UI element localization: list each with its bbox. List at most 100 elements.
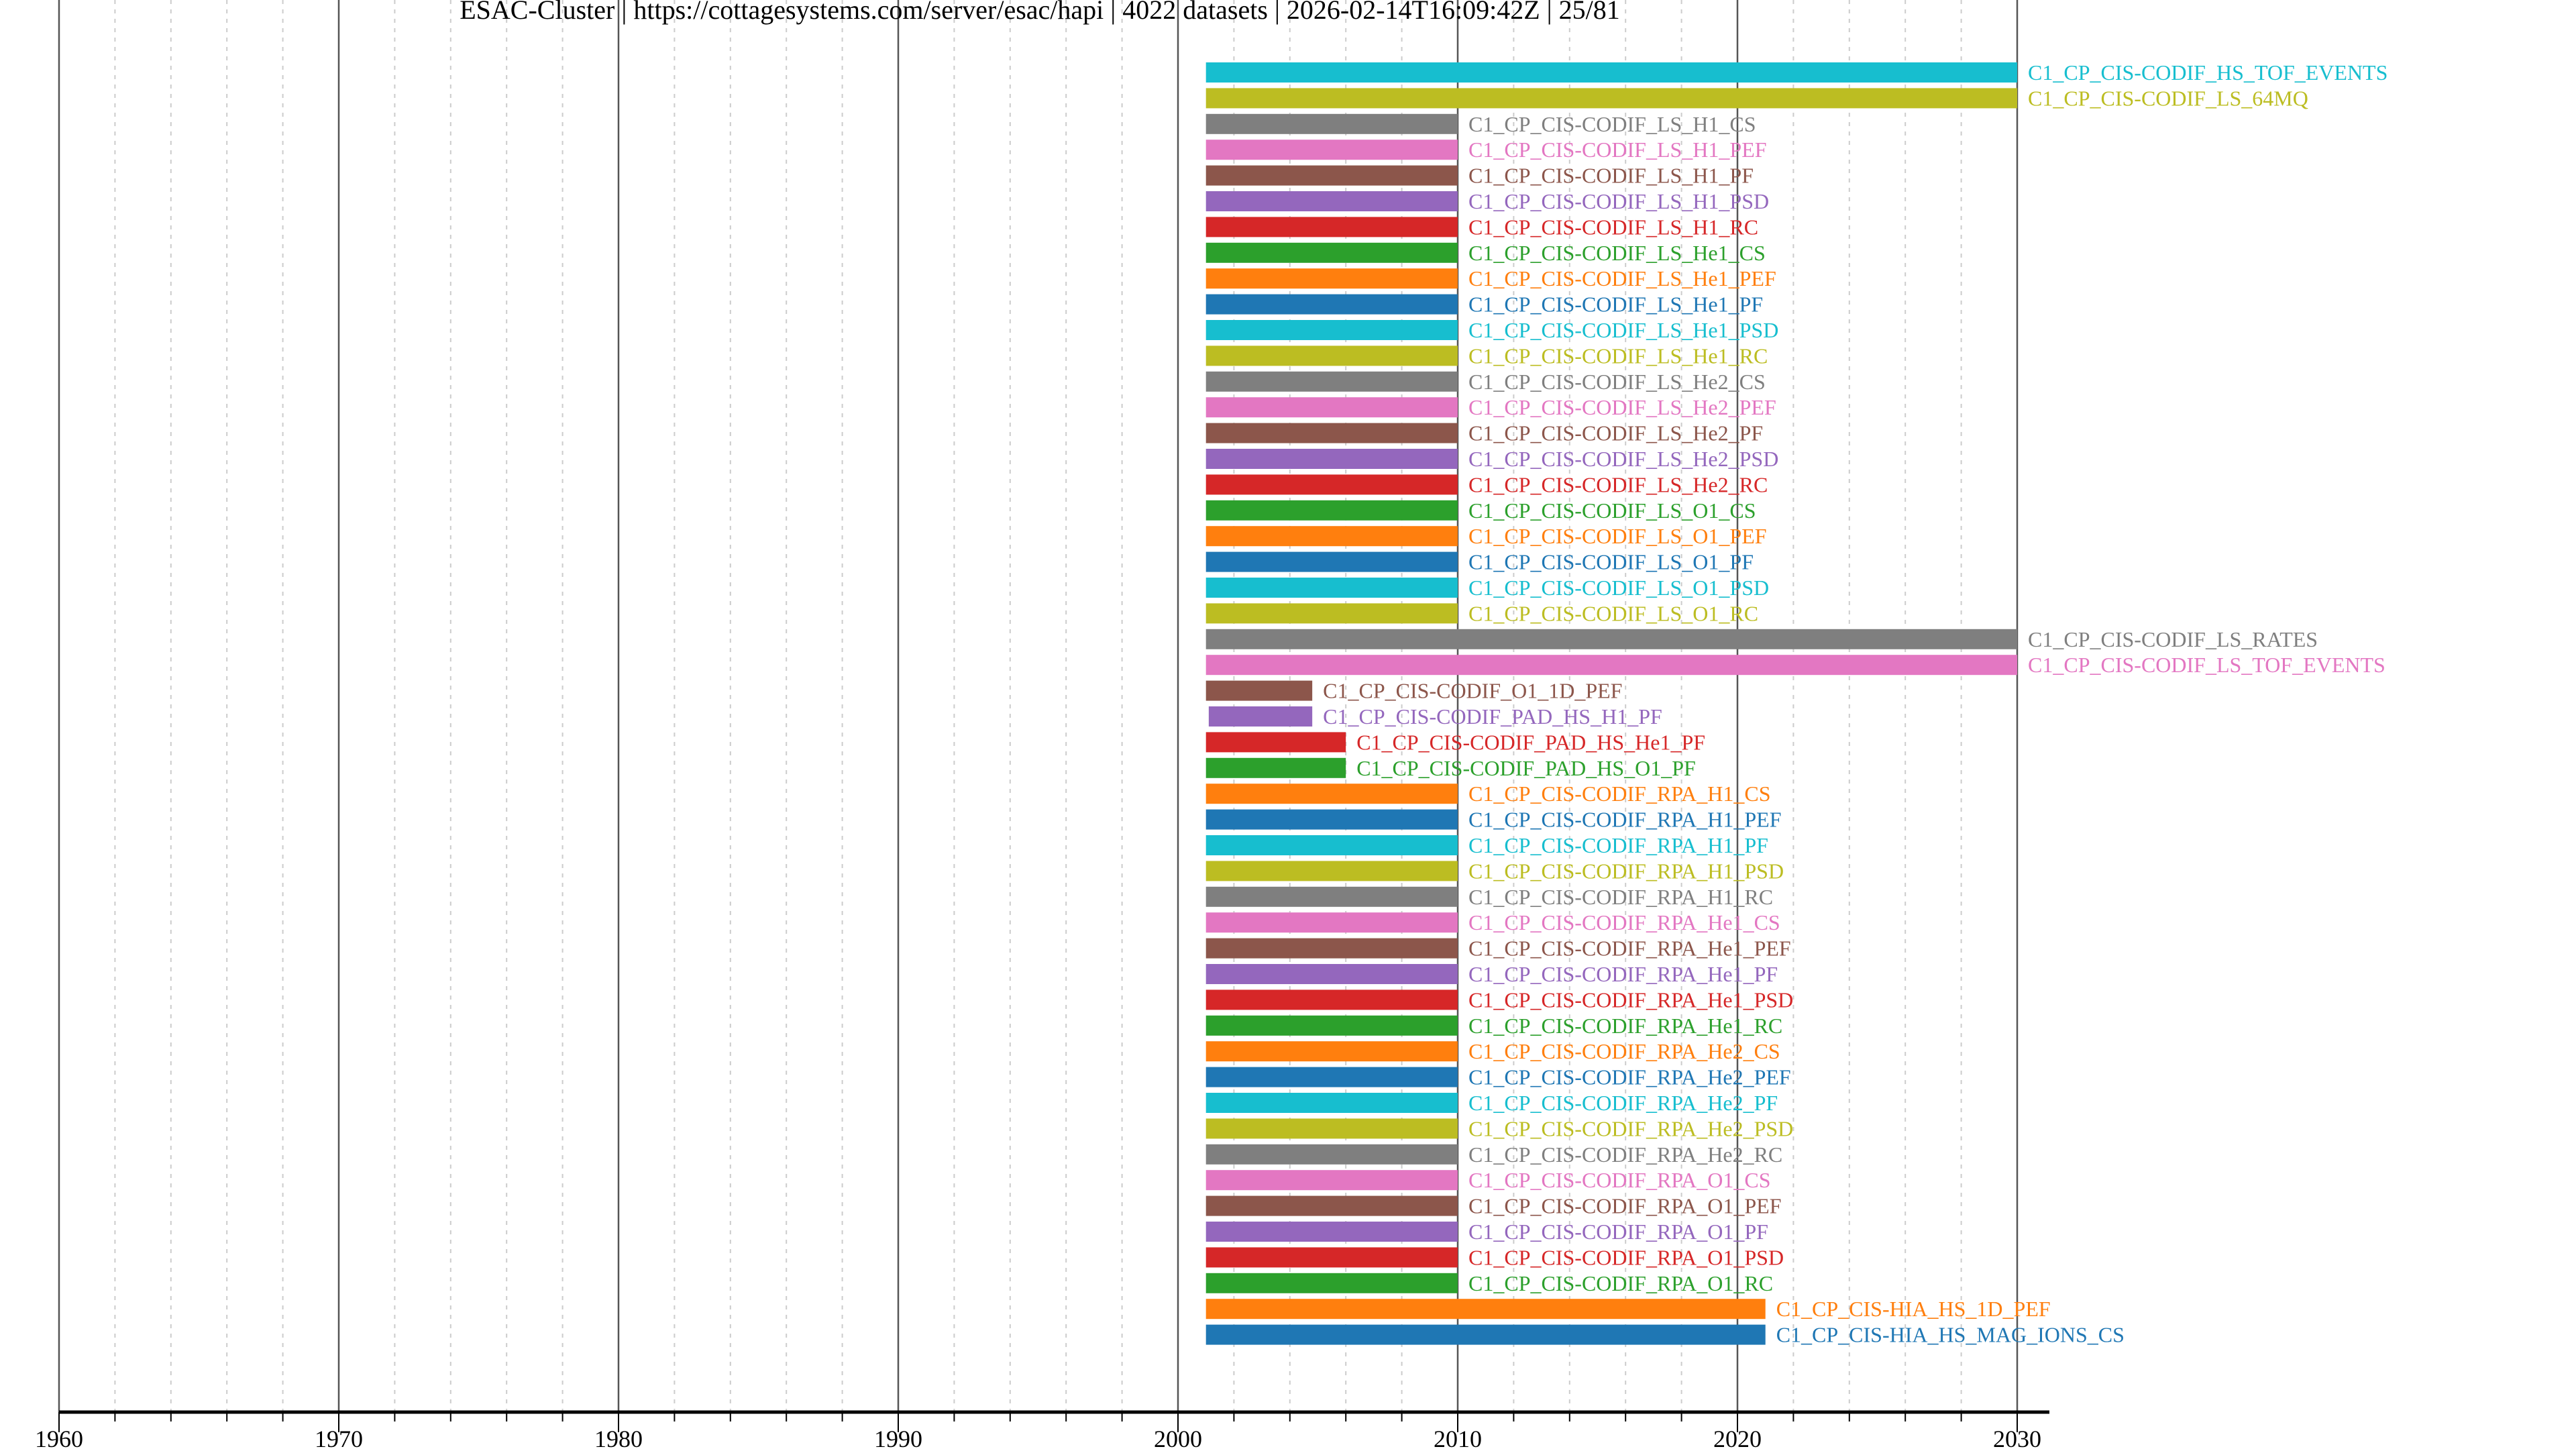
- bar-label: C1_CP_CIS-CODIF_LS_RATES: [2028, 627, 2318, 651]
- bar-C1_CP_CIS-CODIF_LS_He2_RC: [1205, 474, 1458, 495]
- bar-C1_CP_CIS-CODIF_LS_He1_PSD: [1205, 320, 1458, 340]
- bar-C1_CP_CIS-HIA_HS_1D_PEF: [1205, 1299, 1766, 1320]
- bar-label: C1_CP_CIS-CODIF_LS_64MQ: [2028, 86, 2308, 110]
- chart-title: ESAC-Cluster | https://cottagesystems.co…: [460, 0, 1620, 25]
- bar-label: C1_CP_CIS-CODIF_LS_He1_CS: [1468, 241, 1766, 265]
- bar-label: C1_CP_CIS-CODIF_RPA_He1_RC: [1468, 1014, 1782, 1038]
- bar-C1_CP_CIS-CODIF_RPA_He2_PF: [1205, 1093, 1458, 1113]
- bar-C1_CP_CIS-CODIF_LS_He1_PEF: [1205, 268, 1458, 289]
- bar-label: C1_CP_CIS-CODIF_RPA_H1_PEF: [1468, 808, 1782, 832]
- bar-C1_CP_CIS-CODIF_RPA_H1_CS: [1205, 784, 1458, 804]
- bar-C1_CP_CIS-CODIF_LS_TOF_EVENTS: [1205, 655, 2017, 676]
- bar-label: C1_CP_CIS-CODIF_RPA_He2_PSD: [1468, 1116, 1793, 1140]
- bar-C1_CP_CIS-CODIF_LS_64MQ: [1205, 88, 2017, 109]
- bars: C1_CP_CIS-CODIF_HS_TOF_EVENTSC1_CP_CIS-C…: [1205, 60, 2387, 1347]
- bar-label: C1_CP_CIS-CODIF_RPA_He2_PF: [1468, 1091, 1778, 1115]
- bar-label: C1_CP_CIS-CODIF_LS_H1_RC: [1468, 215, 1758, 239]
- bar-label: C1_CP_CIS-CODIF_RPA_H1_PF: [1468, 833, 1768, 857]
- bar-C1_CP_CIS-CODIF_RPA_O1_PEF: [1205, 1195, 1458, 1216]
- bar-C1_CP_CIS-CODIF_LS_He1_RC: [1205, 345, 1458, 366]
- bar-C1_CP_CIS-CODIF_LS_H1_PF: [1205, 165, 1458, 186]
- bar-C1_CP_CIS-CODIF_RPA_He2_PSD: [1205, 1118, 1458, 1139]
- bar-label: C1_CP_CIS-CODIF_RPA_He2_RC: [1468, 1142, 1782, 1167]
- bar-label: C1_CP_CIS-CODIF_HS_TOF_EVENTS: [2028, 60, 2387, 85]
- bar-C1_CP_CIS-CODIF_RPA_O1_CS: [1205, 1170, 1458, 1191]
- bar-C1_CP_CIS-CODIF_RPA_O1_PSD: [1205, 1247, 1458, 1268]
- bar-label: C1_CP_CIS-CODIF_LS_H1_PEF: [1468, 138, 1767, 162]
- bar-C1_CP_CIS-CODIF_O1_1D_PEF: [1205, 680, 1313, 701]
- bar-C1_CP_CIS-CODIF_LS_He2_PEF: [1205, 397, 1458, 418]
- bar-C1_CP_CIS-CODIF_RPA_He2_RC: [1205, 1144, 1458, 1165]
- bar-label: C1_CP_CIS-CODIF_LS_O1_RC: [1468, 601, 1758, 625]
- bar-C1_CP_CIS-CODIF_LS_He2_PF: [1205, 423, 1458, 443]
- bar-C1_CP_CIS-CODIF_RPA_O1_RC: [1205, 1273, 1458, 1293]
- bar-C1_CP_CIS-CODIF_PAD_HS_He1_PF: [1205, 732, 1346, 753]
- bar-label: C1_CP_CIS-HIA_HS_MAG_IONS_CS: [1776, 1323, 2125, 1347]
- x-tick-label: 1970: [315, 1426, 363, 1449]
- bar-label: C1_CP_CIS-CODIF_LS_He1_PSD: [1468, 318, 1778, 342]
- bar-C1_CP_CIS-CODIF_LS_O1_RC: [1205, 603, 1458, 624]
- bar-label: C1_CP_CIS-CODIF_LS_He2_CS: [1468, 370, 1766, 394]
- bar-label: C1_CP_CIS-CODIF_LS_He2_PSD: [1468, 447, 1778, 471]
- bar-label: C1_CP_CIS-CODIF_RPA_He2_PEF: [1468, 1065, 1791, 1089]
- bar-label: C1_CP_CIS-CODIF_O1_1D_PEF: [1323, 679, 1622, 703]
- bar-C1_CP_CIS-CODIF_RPA_He2_PEF: [1205, 1067, 1458, 1087]
- bar-label: C1_CP_CIS-CODIF_LS_He2_PEF: [1468, 395, 1776, 419]
- bar-label: C1_CP_CIS-CODIF_LS_He2_RC: [1468, 472, 1768, 496]
- bar-label: C1_CP_CIS-CODIF_LS_O1_PSD: [1468, 576, 1769, 600]
- bar-C1_CP_CIS-CODIF_PAD_HS_H1_PF: [1208, 706, 1313, 727]
- bar-C1_CP_CIS-CODIF_LS_O1_PEF: [1205, 526, 1458, 547]
- bar-C1_CP_CIS-CODIF_RPA_He1_CS: [1205, 912, 1458, 933]
- bar-label: C1_CP_CIS-CODIF_RPA_He1_PSD: [1468, 987, 1793, 1012]
- bar-label: C1_CP_CIS-CODIF_RPA_O1_PF: [1468, 1220, 1768, 1244]
- bar-label: C1_CP_CIS-CODIF_LS_H1_PSD: [1468, 189, 1769, 213]
- bar-C1_CP_CIS-CODIF_LS_He1_PF: [1205, 294, 1458, 315]
- bar-label: C1_CP_CIS-CODIF_PAD_HS_H1_PF: [1323, 704, 1662, 729]
- bar-C1_CP_CIS-CODIF_LS_H1_PEF: [1205, 140, 1458, 160]
- bar-C1_CP_CIS-CODIF_RPA_H1_PF: [1205, 835, 1458, 855]
- bar-C1_CP_CIS-CODIF_RPA_O1_PF: [1205, 1222, 1458, 1242]
- bar-label: C1_CP_CIS-CODIF_LS_H1_CS: [1468, 112, 1756, 136]
- bar-label: C1_CP_CIS-CODIF_LS_O1_CS: [1468, 498, 1756, 523]
- bar-C1_CP_CIS-CODIF_RPA_He2_CS: [1205, 1041, 1458, 1062]
- bar-label: C1_CP_CIS-CODIF_LS_H1_PF: [1468, 164, 1754, 188]
- x-tick-label: 1960: [35, 1426, 83, 1449]
- bar-label: C1_CP_CIS-CODIF_RPA_He1_CS: [1468, 910, 1780, 934]
- bar-label: C1_CP_CIS-CODIF_LS_O1_PEF: [1468, 524, 1767, 548]
- bar-label: C1_CP_CIS-CODIF_LS_He2_PF: [1468, 421, 1763, 445]
- bar-label: C1_CP_CIS-CODIF_RPA_He1_PF: [1468, 962, 1778, 986]
- bar-C1_CP_CIS-CODIF_RPA_He1_RC: [1205, 1015, 1458, 1036]
- bar-label: C1_CP_CIS-CODIF_RPA_He1_PEF: [1468, 936, 1791, 961]
- bar-C1_CP_CIS-CODIF_LS_He2_CS: [1205, 371, 1458, 392]
- bar-C1_CP_CIS-CODIF_LS_O1_PSD: [1205, 578, 1458, 598]
- x-tick-label: 2010: [1434, 1426, 1482, 1449]
- bar-label: C1_CP_CIS-CODIF_PAD_HS_He1_PF: [1356, 730, 1705, 754]
- bar-C1_CP_CIS-CODIF_LS_O1_PF: [1205, 551, 1458, 572]
- bar-C1_CP_CIS-CODIF_RPA_He1_PF: [1205, 964, 1458, 984]
- bar-label: C1_CP_CIS-CODIF_RPA_H1_CS: [1468, 782, 1771, 806]
- bar-C1_CP_CIS-CODIF_HS_TOF_EVENTS: [1205, 62, 2017, 83]
- bar-C1_CP_CIS-CODIF_LS_RATES: [1205, 629, 2017, 649]
- bar-label: C1_CP_CIS-CODIF_PAD_HS_O1_PF: [1356, 756, 1696, 780]
- bar-C1_CP_CIS-CODIF_RPA_H1_PSD: [1205, 861, 1458, 881]
- bar-label: C1_CP_CIS-CODIF_LS_He1_RC: [1468, 343, 1768, 368]
- bar-label: C1_CP_CIS-CODIF_RPA_O1_CS: [1468, 1168, 1771, 1192]
- bar-C1_CP_CIS-CODIF_PAD_HS_O1_PF: [1205, 757, 1346, 778]
- x-tick-label: 2020: [1713, 1426, 1762, 1449]
- bar-label: C1_CP_CIS-CODIF_LS_TOF_EVENTS: [2028, 653, 2385, 677]
- x-tick-label: 1980: [594, 1426, 643, 1449]
- bar-label: C1_CP_CIS-CODIF_RPA_He2_CS: [1468, 1039, 1780, 1063]
- bar-label: C1_CP_CIS-CODIF_RPA_O1_RC: [1468, 1271, 1773, 1295]
- bar-C1_CP_CIS-CODIF_RPA_H1_PEF: [1205, 809, 1458, 830]
- bar-label: C1_CP_CIS-CODIF_LS_He1_PF: [1468, 292, 1763, 317]
- bar-label: C1_CP_CIS-CODIF_LS_He1_PEF: [1468, 266, 1776, 290]
- bar-C1_CP_CIS-CODIF_LS_He2_PSD: [1205, 449, 1458, 469]
- bar-C1_CP_CIS-CODIF_RPA_He1_PSD: [1205, 989, 1458, 1010]
- bar-C1_CP_CIS-CODIF_RPA_He1_PEF: [1205, 938, 1458, 959]
- bar-label: C1_CP_CIS-CODIF_RPA_O1_PEF: [1468, 1194, 1782, 1218]
- x-tick-label: 2030: [1993, 1426, 2041, 1449]
- bar-label: C1_CP_CIS-CODIF_LS_O1_PF: [1468, 550, 1754, 574]
- bar-label: C1_CP_CIS-CODIF_RPA_O1_PSD: [1468, 1245, 1784, 1269]
- bar-C1_CP_CIS-HIA_HS_MAG_IONS_CS: [1205, 1324, 1766, 1345]
